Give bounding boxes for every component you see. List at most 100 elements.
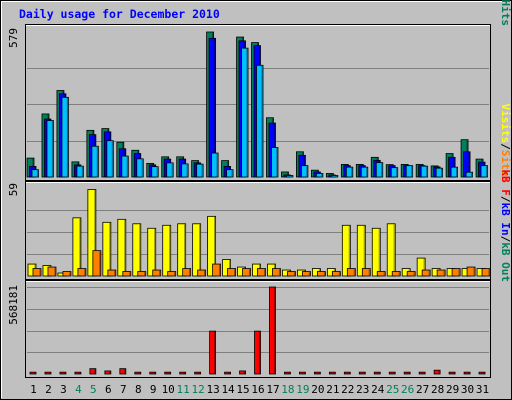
bar <box>182 268 192 277</box>
bar-shade <box>111 141 113 177</box>
bar-shade <box>51 121 54 177</box>
bar-shade <box>228 260 231 276</box>
legend-entry: kB F <box>499 169 512 196</box>
panel-max-label: 568181 <box>7 285 20 325</box>
bar-shade <box>139 372 141 374</box>
bar-shade <box>261 65 263 177</box>
bar <box>106 140 114 178</box>
bar-shade <box>184 224 186 276</box>
panel-hits-files-pages: 579 Pages/Files/Hits <box>7 0 512 181</box>
bar <box>162 224 172 277</box>
bar <box>345 166 354 178</box>
bar <box>286 175 294 178</box>
x-axis-day-labels: 1 2 3 4 5 6 7 8 9 10 11 12 13 14 15 16 17 18 19 20 21 22 23 24 2… <box>30 383 489 396</box>
day-label: 5 <box>90 383 97 396</box>
bar <box>72 217 82 277</box>
bar-shade <box>378 372 380 374</box>
bar <box>343 371 351 375</box>
bar-shade <box>286 172 289 177</box>
bar <box>316 271 326 277</box>
bar <box>256 64 264 178</box>
bar <box>315 173 324 178</box>
bar-shade <box>99 251 101 276</box>
bar-shade <box>468 372 470 374</box>
day-label: 13 <box>206 383 219 396</box>
day-label: 2 <box>45 383 52 396</box>
bar-shade <box>109 222 111 276</box>
legend-entry: kB Out <box>499 242 512 282</box>
bar <box>44 371 52 375</box>
bar-shade <box>321 174 323 177</box>
bar-shade <box>353 269 355 276</box>
day-label: 29 <box>446 383 459 396</box>
bar-shade <box>219 264 221 276</box>
day-label: 12 <box>192 383 205 396</box>
bar-shade <box>199 224 201 276</box>
day-label: 16 <box>251 383 264 396</box>
bar-shade <box>129 272 131 276</box>
bar-shade <box>94 190 96 276</box>
bar-shade <box>348 225 350 276</box>
bar-shade <box>293 272 296 276</box>
bar <box>420 165 429 178</box>
bar-shade <box>303 372 306 374</box>
bar <box>177 223 187 277</box>
bar-shade <box>485 166 488 177</box>
bar <box>257 268 266 277</box>
bar <box>436 269 446 277</box>
legend-entry: kB In <box>499 203 512 236</box>
bar <box>122 271 132 277</box>
bar <box>388 371 396 375</box>
bar-shade <box>348 372 350 374</box>
bar <box>328 371 336 375</box>
bar-shade <box>351 167 353 177</box>
bar <box>181 163 189 178</box>
bar-shade <box>368 269 370 276</box>
bar <box>330 175 339 178</box>
bar <box>391 271 401 277</box>
bar-shade <box>189 269 191 276</box>
bar <box>212 263 222 277</box>
bar <box>179 371 187 375</box>
bar-shade <box>84 269 86 276</box>
day-label: 21 <box>326 383 339 396</box>
bar-shade <box>441 168 443 177</box>
bar <box>481 268 491 277</box>
bar-shade <box>228 372 231 374</box>
legend-entry: / <box>499 196 512 203</box>
day-label: 26 <box>401 383 414 396</box>
bar-shade <box>39 269 41 276</box>
bar-shade <box>243 371 246 374</box>
bar <box>224 371 231 375</box>
bar <box>87 189 97 277</box>
day-label: 18 <box>281 383 294 396</box>
bar <box>226 169 234 178</box>
bar <box>416 257 426 277</box>
bar <box>463 371 471 375</box>
bar <box>341 224 351 277</box>
bar-shade <box>396 168 398 177</box>
bar <box>192 223 202 277</box>
day-label: 17 <box>266 383 279 396</box>
bar <box>194 371 202 375</box>
series-kb-f <box>29 286 486 375</box>
day-label: 24 <box>371 383 385 396</box>
bar <box>465 171 473 178</box>
bar-shade <box>154 372 156 374</box>
day-label: 4 <box>75 383 82 396</box>
bar <box>32 268 42 277</box>
bar-shade <box>381 163 383 177</box>
bar-shade <box>393 224 395 276</box>
bar <box>287 271 296 277</box>
bar-shade <box>366 167 368 177</box>
bar-shade <box>308 272 311 276</box>
day-label: 15 <box>236 383 249 396</box>
day-label: 9 <box>150 383 157 396</box>
bar <box>478 371 486 375</box>
bar-shade <box>263 269 266 276</box>
bar-shade <box>246 48 248 177</box>
bar-shade <box>174 272 176 276</box>
bar <box>107 269 117 277</box>
bar-shade <box>34 372 36 374</box>
